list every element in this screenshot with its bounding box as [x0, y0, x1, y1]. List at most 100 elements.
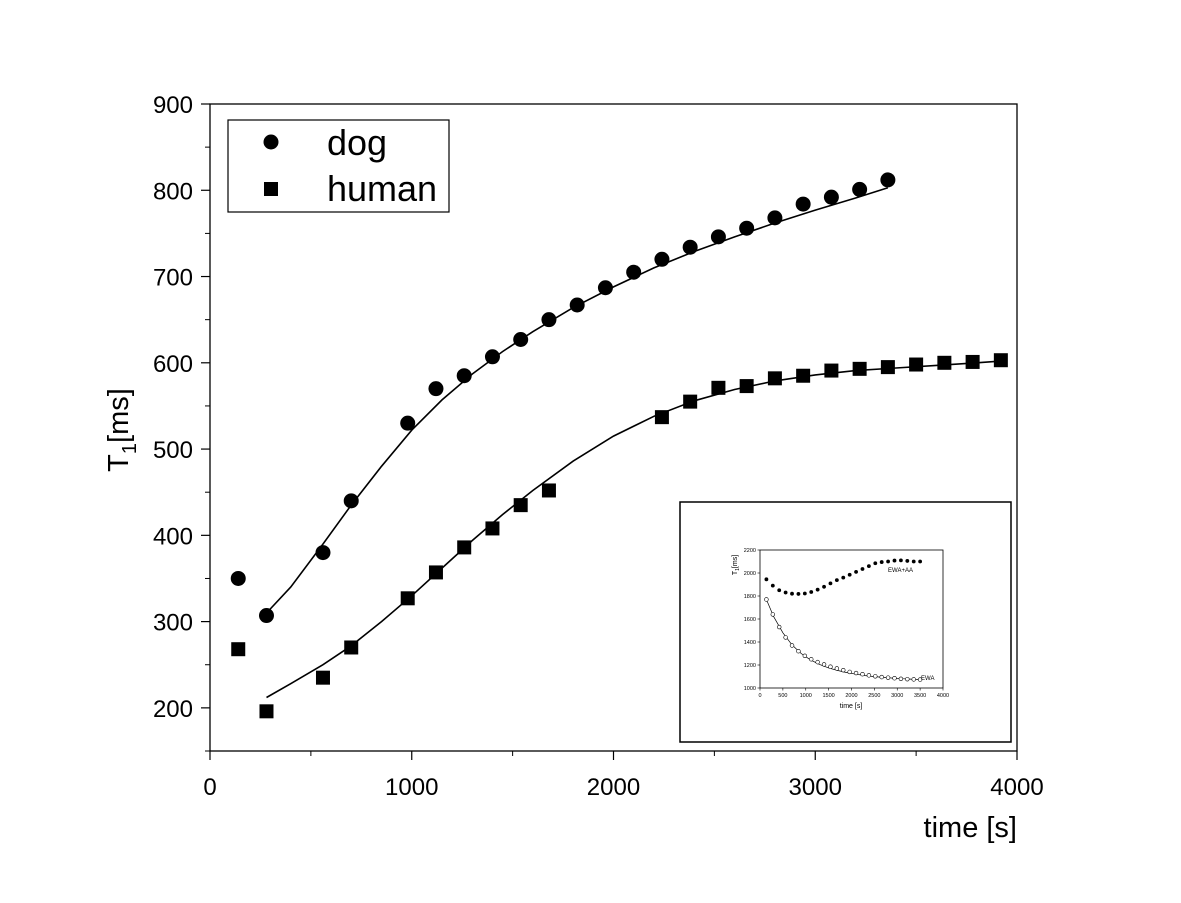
x-tick-label: 0 [203, 774, 216, 801]
y-tick-label: 600 [153, 351, 193, 378]
point-dog [682, 239, 698, 255]
inset-point-EWA+AA [834, 578, 839, 583]
point-dog [852, 181, 868, 197]
point-dog [654, 251, 670, 267]
inset-point-EWA+AA [822, 584, 826, 589]
point-human [937, 355, 952, 370]
inset-point-EWA [847, 669, 852, 675]
inset-x-tick-label: 3500 [914, 693, 926, 699]
inset-x-axis-label: time [s] [840, 703, 863, 710]
x-tick-label: 4000 [990, 774, 1043, 801]
inset-point-EWA+AA [886, 559, 890, 564]
inset-axis-ticks: 0 500 1000 1500 2000 2500 3000 3500 4000 1000 1200… [744, 548, 949, 699]
point-dog [258, 608, 274, 624]
inset-point-EWA+AA [873, 561, 878, 566]
point-human [400, 591, 415, 606]
inset-x-tick-label: 500 [778, 693, 787, 699]
point-dog [400, 415, 416, 431]
inset-point-EWA [853, 670, 859, 676]
point-dog [739, 220, 755, 236]
inset-point-EWA [879, 674, 884, 680]
inset-point-EWA+AA [879, 560, 884, 564]
inset-point-EWA+AA [815, 587, 820, 592]
inset-point-EWA+AA [809, 590, 814, 594]
inset-series-label-ewa-aa: EWA+AA [888, 568, 913, 574]
y-tick-label: 900 [153, 92, 193, 119]
point-human [852, 361, 867, 376]
y-axis-label: T1[ms] [103, 388, 141, 472]
inset-series-label-ewa: EWA [921, 676, 934, 682]
inset-y-axis-label-sub: 1 [735, 568, 741, 571]
inset-point-EWA+AA [790, 591, 794, 596]
inset-point-EWA [783, 635, 788, 640]
inset-point-EWA [821, 662, 827, 667]
inset-point-EWA [789, 643, 795, 648]
inset-point-EWA [898, 676, 904, 681]
point-human [824, 363, 839, 378]
inset-point-EWA [866, 673, 872, 678]
inset-y-tick-label: 1800 [744, 594, 756, 600]
inset-y-axis-label-text: T1[ms] [732, 555, 741, 575]
y-axis-label-unit: [ms] [103, 388, 135, 443]
main-axis-ticks: 0 1000 2000 3000 400020030040050060070080090… [153, 92, 1044, 801]
inset-point-EWA+AA [796, 592, 801, 596]
point-human [767, 371, 782, 386]
y-tick-label: 200 [153, 696, 193, 723]
x-tick-label: 1000 [385, 774, 438, 801]
point-human [231, 642, 246, 657]
point-human [965, 354, 980, 369]
inset-y-tick-label: 2200 [744, 548, 756, 554]
inset-x-tick-label: 0 [758, 693, 761, 699]
inset-point-EWA [860, 671, 865, 677]
inset-point-EWA+AA [802, 591, 807, 596]
inset-point-EWA+AA [892, 558, 897, 563]
inset-data-points [764, 558, 923, 682]
inset-point-EWA [917, 677, 923, 682]
point-dog [541, 312, 557, 328]
inset-y-tick-label: 1200 [744, 663, 756, 669]
legend-marker-human [264, 182, 278, 196]
point-human [315, 670, 330, 685]
y-tick-label: 800 [153, 178, 193, 205]
point-dog [513, 332, 529, 348]
inset-point-EWA+AA [841, 575, 846, 580]
point-human [428, 565, 443, 580]
point-human [683, 394, 698, 409]
inset-y-tick-label: 2000 [744, 571, 756, 577]
inset-x-tick-label: 2500 [868, 693, 880, 699]
inset-y-axis-label: T1[ms] [732, 555, 741, 575]
inset-y-tick-label: 1600 [744, 617, 756, 623]
inset-point-EWA+AA [783, 590, 788, 595]
inset-point-EWA [764, 597, 769, 602]
inset-point-EWA [911, 677, 916, 682]
x-axis-label: time [s] [924, 812, 1017, 844]
fit-curve-human [266, 360, 1001, 699]
inset-point-EWA+AA [866, 564, 871, 568]
point-human [796, 368, 811, 383]
point-human [711, 380, 726, 395]
inset-point-EWA+AA [905, 559, 910, 563]
point-human [993, 353, 1008, 368]
inset-x-tick-label: 3000 [891, 693, 903, 699]
inset-y-axis-label-main: T [732, 570, 739, 575]
point-human [880, 360, 895, 375]
inset-point-EWA [796, 648, 801, 654]
inset-point-EWA+AA [777, 588, 782, 593]
point-dog [597, 280, 613, 296]
y-tick-label: 300 [153, 610, 193, 637]
inset-y-tick-label: 1000 [744, 686, 756, 692]
inset-y-tick-label: 1400 [744, 640, 756, 646]
point-dog [795, 196, 811, 212]
point-dog [484, 349, 500, 365]
inset-point-EWA [834, 666, 840, 671]
inset-point-EWA [885, 675, 891, 680]
point-dog [315, 545, 331, 561]
inset-point-EWA [892, 676, 897, 681]
inset-point-EWA+AA [860, 567, 865, 571]
point-dog [343, 493, 359, 509]
point-dog [880, 172, 896, 188]
point-human [259, 704, 274, 719]
y-axis-label-text: T1[ms] [103, 388, 141, 472]
